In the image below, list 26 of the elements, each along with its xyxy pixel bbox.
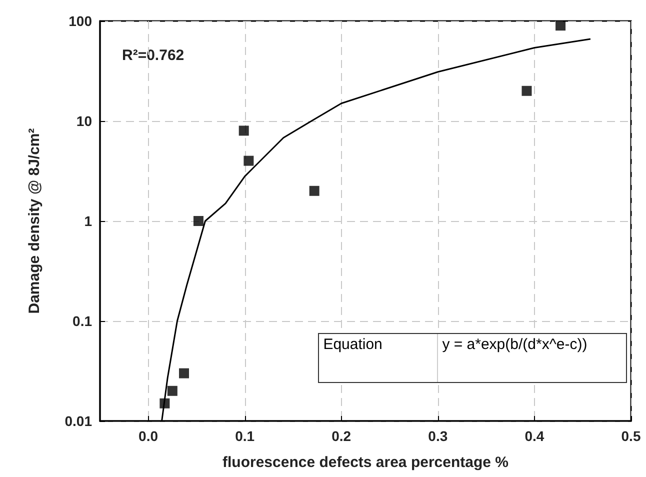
- annotation: y = a*exp(b/(d*x^e-c)): [437, 334, 626, 382]
- y-tick-label: 0.01: [64, 413, 92, 429]
- y-tick-label: 10: [76, 113, 92, 129]
- x-tick-label: 0.1: [235, 428, 255, 444]
- point: [556, 20, 566, 31]
- point: [160, 398, 170, 408]
- point: [522, 86, 532, 96]
- point: [167, 386, 178, 396]
- y-tick-label: 1: [84, 213, 92, 229]
- point: [193, 216, 204, 226]
- point: [309, 186, 320, 196]
- x-axis-title: fluorescence defects area percentage %: [222, 454, 508, 471]
- point: [238, 126, 249, 136]
- equation-table: Equation y = a*exp(b/(d*x^e-c)): [318, 333, 627, 384]
- y-tick-label: 100: [68, 13, 92, 29]
- y-tick-label: 0.1: [72, 313, 92, 329]
- x-tick-label: 0.3: [428, 428, 448, 444]
- point: [178, 368, 189, 378]
- point: [244, 156, 254, 166]
- x-tick-label: 0.4: [524, 428, 544, 444]
- x-tick-label: 0.5: [621, 428, 641, 444]
- annotation: Equation: [322, 335, 384, 356]
- annotation: R²=0.762: [122, 47, 184, 64]
- x-tick-label: 0.2: [332, 428, 352, 444]
- x-tick-label: 0.0: [138, 428, 158, 444]
- y-axis-title: Damage density @ 8J/cm²: [26, 128, 43, 314]
